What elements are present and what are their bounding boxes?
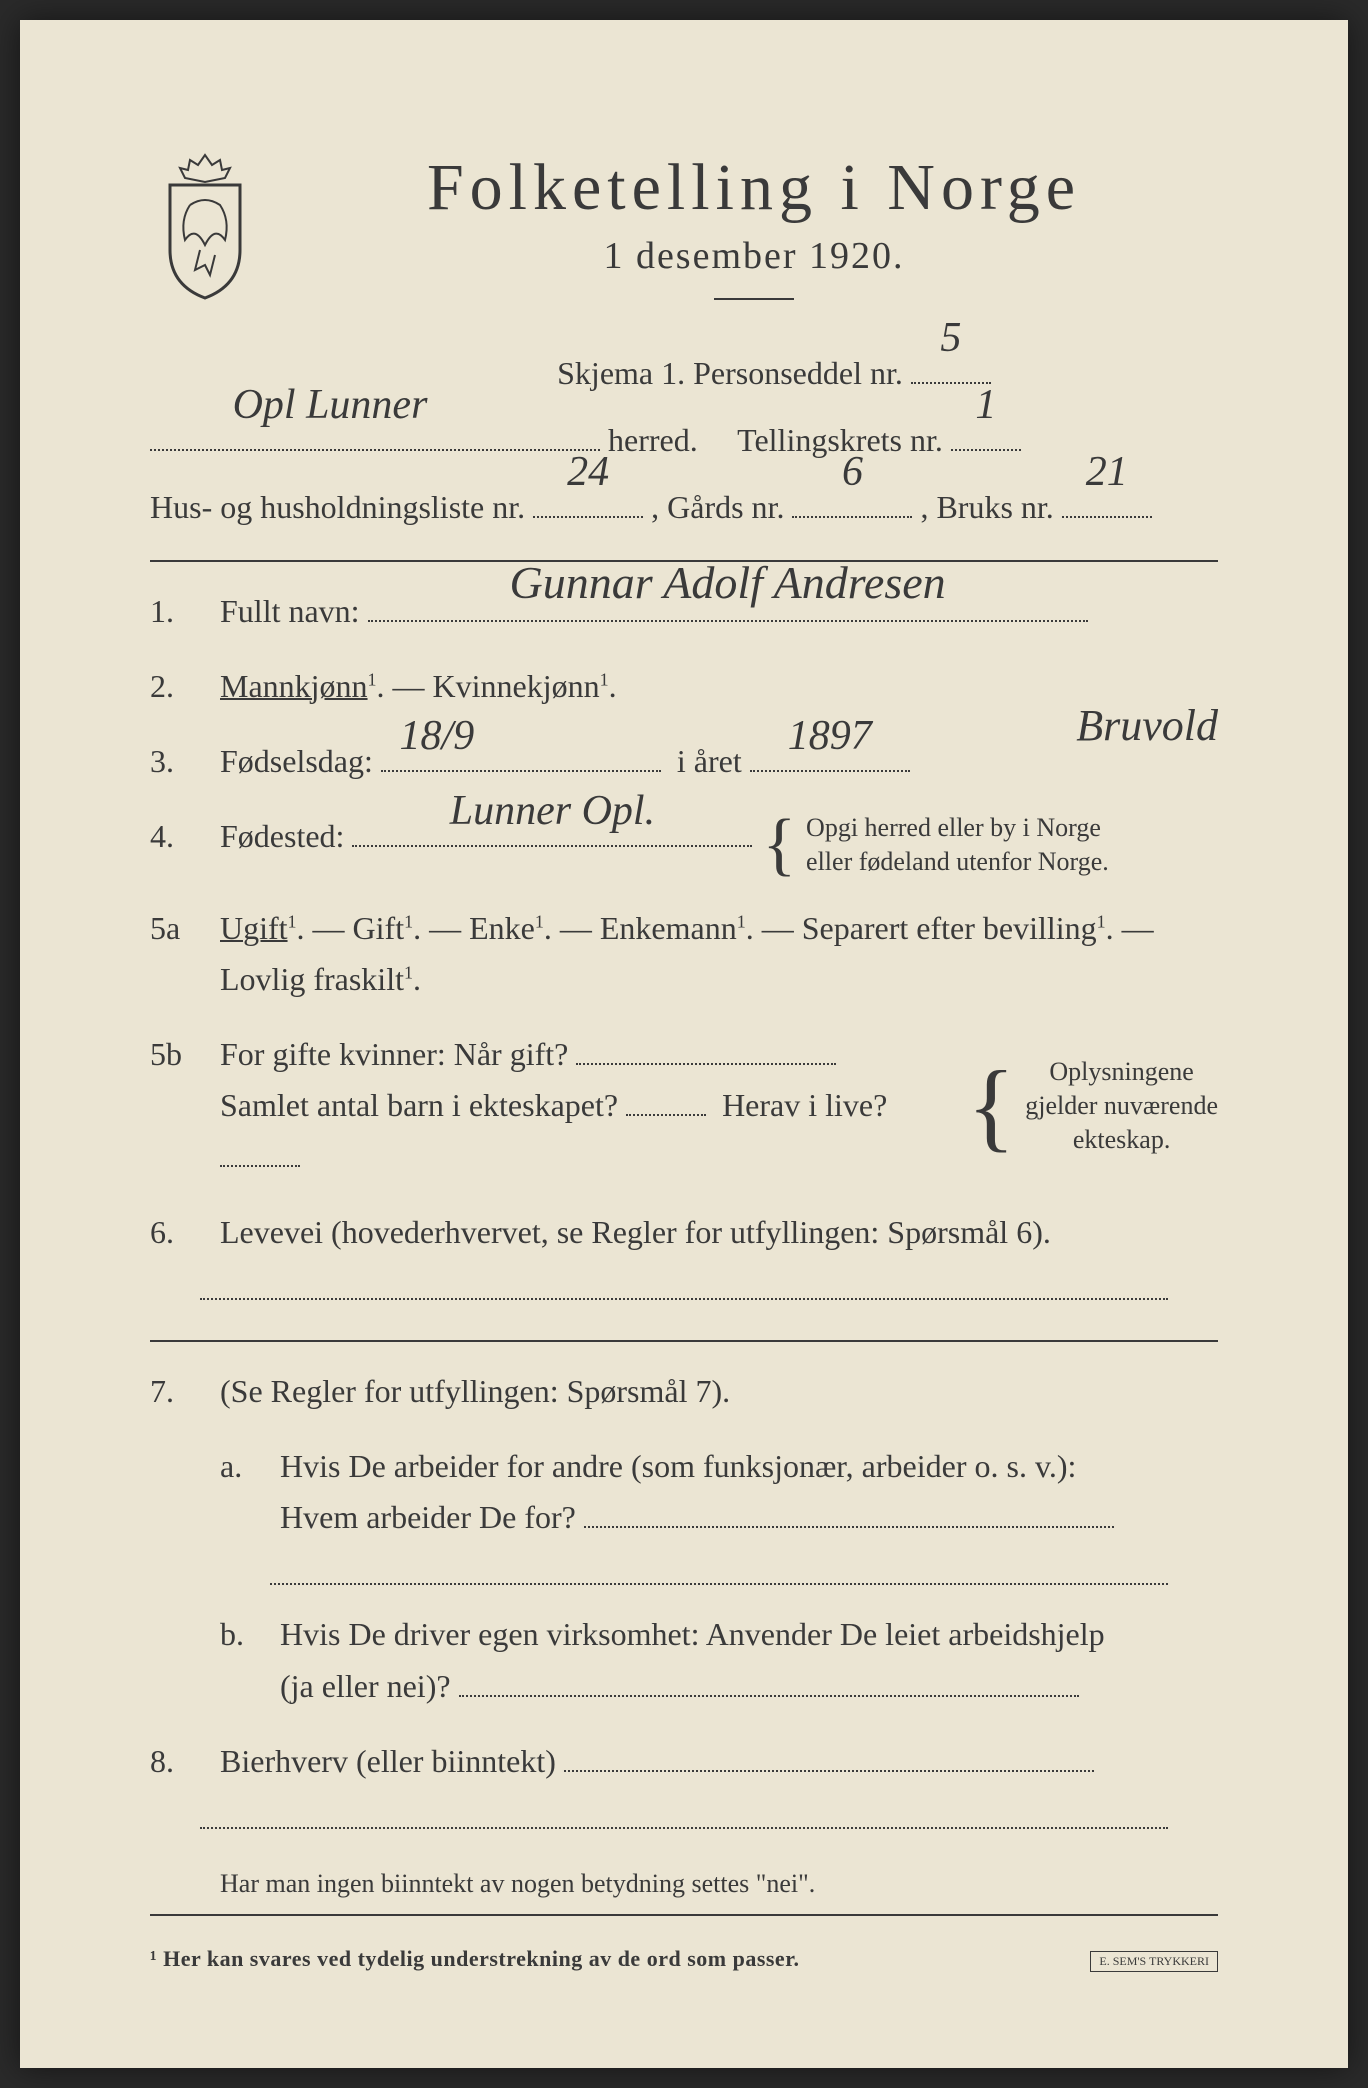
coat-of-arms-icon: [150, 150, 260, 300]
q8-text: Bierhverv (eller biinntekt): [220, 1743, 556, 1779]
personseddel-nr: 5: [940, 294, 961, 382]
census-form-page: Folketelling i Norge 1 desember 1920. Sk…: [20, 20, 1348, 2068]
census-date: 1 desember 1920.: [290, 234, 1218, 278]
blank-line-2: [270, 1583, 1168, 1585]
q5a-enkemann: Enkemann: [600, 910, 737, 946]
main-title: Folketelling i Norge: [290, 150, 1218, 226]
q7b: b. Hvis De driver egen virksomhet: Anven…: [150, 1609, 1218, 1711]
q7: 7. (Se Regler for utfyllingen: Spørsmål …: [150, 1366, 1218, 1417]
q1-num: 1.: [150, 586, 200, 637]
q5b-n3: ekteskap.: [1073, 1125, 1170, 1154]
q7b-t1: Hvis De driver egen virksomhet: Anvender…: [280, 1616, 1105, 1652]
q3-num: 3.: [150, 736, 200, 787]
bruks-nr: 21: [1086, 428, 1128, 516]
q7a: a. Hvis De arbeider for andre (som funks…: [150, 1441, 1218, 1543]
q7a-t2: Hvem arbeider De for?: [280, 1499, 576, 1535]
q5b-n1: Oplysningene: [1049, 1057, 1193, 1086]
footnote: ¹ Her kan svares ved tydelig understrekn…: [150, 1946, 1218, 1972]
form-content: Folketelling i Norge 1 desember 1920. Sk…: [110, 90, 1258, 2002]
q4-note-1: Opgi herred eller by i Norge: [806, 813, 1101, 842]
side-name: Bruvold: [1076, 700, 1218, 751]
q7-num: 7.: [150, 1366, 200, 1417]
rule-3: [150, 1914, 1218, 1916]
herred-label: herred.: [608, 422, 698, 458]
q3-year-label: i året: [677, 743, 742, 779]
q5b-t3: Herav i live?: [722, 1087, 887, 1123]
q5a-separert: Separert efter bevilling: [802, 910, 1097, 946]
q5a-num: 5a: [150, 903, 200, 954]
q5b-num: 5b: [150, 1029, 200, 1080]
bruks-label: , Bruks nr.: [920, 489, 1053, 525]
q7-text: (Se Regler for utfyllingen: Spørsmål 7).: [220, 1366, 1218, 1417]
tellingskrets-nr: 1: [975, 361, 996, 449]
rule-2: [150, 1340, 1218, 1342]
blank-line-1: [200, 1298, 1168, 1300]
q3-day: 18/9: [400, 703, 475, 770]
hus-label: Hus- og husholdningsliste nr.: [150, 489, 525, 525]
herred-line: Opl Lunner herred. Tellingskrets nr. 1: [150, 407, 1218, 474]
q2-mann: Mannkjønn: [220, 668, 368, 704]
q8-num: 8.: [150, 1736, 200, 1787]
q4-value: Lunner Opl.: [450, 778, 655, 845]
q2-num: 2.: [150, 661, 200, 712]
footer-note: Har man ingen biinntekt av nogen betydni…: [150, 1869, 1218, 1899]
q4-note-2: eller fødeland utenfor Norge.: [806, 847, 1109, 876]
q1: 1. Fullt navn: Gunnar Adolf Andresen: [150, 586, 1218, 637]
q4-num: 4.: [150, 811, 200, 862]
q5b-t1: For gifte kvinner: Når gift?: [220, 1036, 568, 1072]
q5a: 5a Ugift1. — Gift1. — Enke1. — Enkemann1…: [150, 903, 1218, 1005]
q5b-note: { Oplysningene gjelder nuværende ekteska…: [967, 1055, 1218, 1156]
q1-value: Gunnar Adolf Andresen: [509, 546, 945, 620]
header: Folketelling i Norge 1 desember 1920.: [150, 150, 1218, 330]
q4-note: { Opgi herred eller by i Norge eller fød…: [762, 811, 1108, 879]
q5a-enke: Enke: [469, 910, 535, 946]
divider: [714, 298, 794, 300]
q5a-lovlig: Lovlig fraskilt: [220, 961, 404, 997]
title-block: Folketelling i Norge 1 desember 1920.: [290, 150, 1218, 330]
q5b-n2: gjelder nuværende: [1025, 1091, 1218, 1120]
q3-label: Fødselsdag:: [220, 743, 373, 779]
herred-value: Opl Lunner: [233, 361, 428, 449]
q7a-t1: Hvis De arbeider for andre (som funksjon…: [280, 1448, 1076, 1484]
hus-nr: 24: [567, 428, 609, 516]
q3-year: 1897: [788, 703, 872, 770]
q4-label: Fødested:: [220, 818, 344, 854]
q2-kvinne: Kvinnekjønn: [433, 668, 600, 704]
q3: 3. Fødselsdag: 18/9 i året 1897: [150, 736, 1218, 787]
blank-line-3: [200, 1827, 1168, 1829]
q7a-num: a.: [220, 1441, 260, 1492]
q5a-ugift: Ugift: [220, 910, 288, 946]
gards-nr: 6: [842, 428, 863, 516]
q6-num: 6.: [150, 1207, 200, 1258]
q6-text: Levevei (hovederhvervet, se Regler for u…: [220, 1207, 1218, 1258]
hus-line: Hus- og husholdningsliste nr. 24 , Gårds…: [150, 474, 1218, 541]
q1-label: Fullt navn:: [220, 593, 360, 629]
q8: 8. Bierhverv (eller biinntekt): [150, 1736, 1218, 1787]
printer-mark: E. SEM'S TRYKKERI: [1090, 1951, 1218, 1972]
q5a-gift: Gift: [353, 910, 405, 946]
gards-label: , Gårds nr.: [651, 489, 784, 525]
tellingskrets-label: Tellingskrets nr.: [737, 422, 943, 458]
q7b-num: b.: [220, 1609, 260, 1660]
schema-label: Skjema 1. Personseddel nr.: [557, 355, 903, 391]
q6: 6. Levevei (hovederhvervet, se Regler fo…: [150, 1207, 1218, 1258]
q5b: 5b For gifte kvinner: Når gift? Samlet a…: [150, 1029, 1218, 1183]
q5b-t2: Samlet antal barn i ekteskapet?: [220, 1087, 618, 1123]
q4: 4. Fødested: Lunner Opl. { Opgi herred e…: [150, 811, 1218, 879]
q7b-t2: (ja eller nei)?: [280, 1668, 451, 1704]
q2: 2. Mannkjønn1. — Kvinnekjønn1.: [150, 661, 1218, 712]
